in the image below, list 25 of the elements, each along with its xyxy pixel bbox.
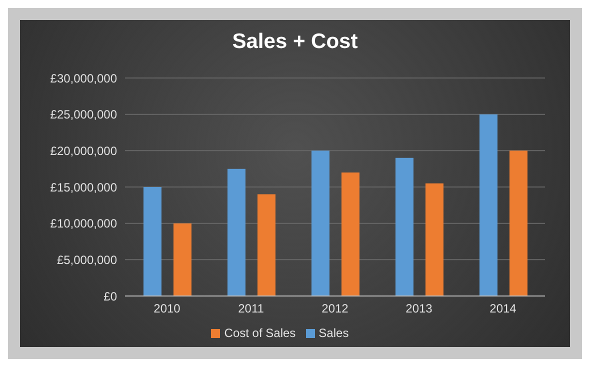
y-tick-label: £30,000,000	[50, 71, 118, 86]
bar	[227, 168, 246, 296]
bar	[143, 187, 162, 296]
x-tick-label: 2014	[490, 302, 517, 316]
x-tick-label: 2010	[154, 302, 181, 316]
legend-label: Sales	[318, 326, 349, 340]
bar	[395, 158, 414, 296]
x-tick-label: 2012	[322, 302, 349, 316]
y-tick-label: £10,000,000	[50, 216, 118, 231]
bar	[425, 183, 444, 296]
y-tick-label: £0	[104, 289, 118, 304]
x-tick-label: 2011	[238, 302, 264, 316]
chart-title: Sales + Cost	[231, 30, 359, 54]
y-tick-label: £25,000,000	[50, 108, 118, 122]
y-tick-label: £5,000,000	[56, 252, 118, 267]
bar	[257, 194, 276, 296]
bar	[509, 150, 528, 296]
x-tick-label: 2013	[406, 302, 433, 316]
bar	[341, 172, 360, 296]
bar	[311, 150, 330, 296]
bar	[479, 114, 498, 296]
y-tick-label: £20,000,000	[50, 144, 118, 158]
legend-label: Cost of Sales	[224, 326, 296, 340]
y-tick-label: £15,000,000	[50, 180, 118, 194]
bar	[173, 223, 192, 296]
